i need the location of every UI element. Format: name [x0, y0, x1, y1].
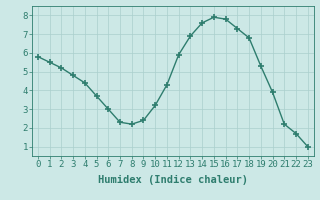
X-axis label: Humidex (Indice chaleur): Humidex (Indice chaleur): [98, 175, 248, 185]
